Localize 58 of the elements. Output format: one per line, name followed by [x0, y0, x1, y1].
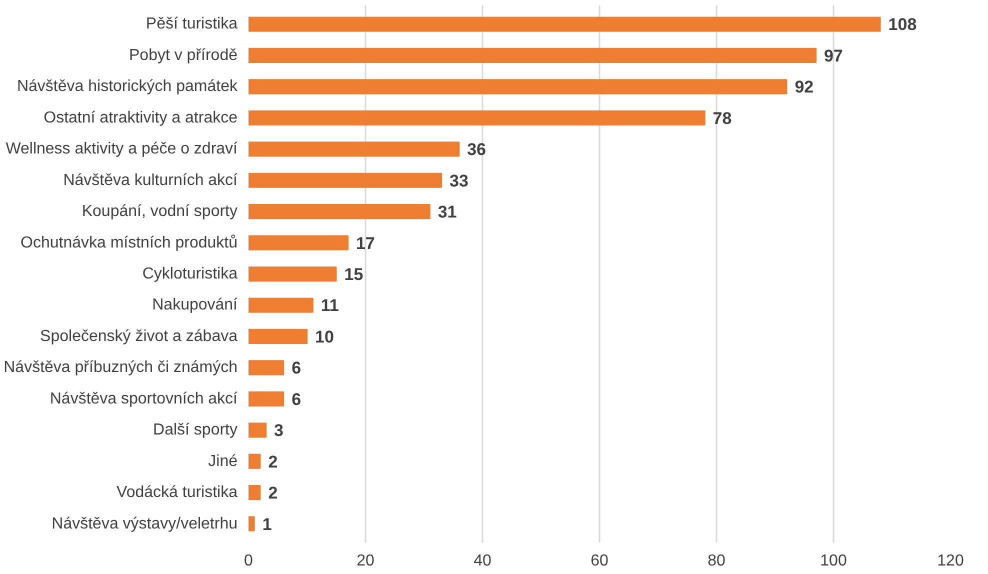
y-tick-label: Cykloturistika: [142, 266, 238, 282]
data-label: 6: [292, 390, 302, 409]
data-label: 6: [292, 358, 302, 378]
y-tick-label: Návštěva příbuzných či známých: [4, 359, 238, 376]
data-label: 108: [888, 15, 917, 34]
data-label: 78: [712, 108, 732, 128]
data-label: 92: [794, 78, 814, 97]
x-tick-label: 20: [356, 552, 374, 570]
y-tick-label: Wellness aktivity a péče o zdraví: [6, 140, 238, 158]
x-tick-label: 40: [474, 552, 492, 570]
y-tick-label: Pobyt v přírodě: [129, 46, 238, 64]
data-label: 15: [344, 265, 364, 284]
data-label: 2: [268, 452, 278, 472]
y-tick-label: Koupání, vodní sporty: [82, 203, 238, 220]
bar: [248, 328, 308, 344]
bar: [248, 204, 430, 220]
x-tick-label: 80: [708, 552, 726, 570]
y-tick-label: Návštěva sportovních akcí: [50, 390, 238, 408]
bar: [248, 266, 337, 282]
bar: [248, 110, 706, 126]
data-label: 17: [356, 234, 375, 253]
y-tick-label: Ochutnávka místních produktů: [20, 234, 238, 252]
x-tick-label: 100: [820, 552, 847, 570]
bar: [248, 142, 460, 157]
y-tick-label: Další sporty: [153, 422, 238, 439]
bar: [248, 422, 267, 438]
bar: [248, 360, 284, 376]
x-tick-label: 60: [590, 552, 608, 570]
bar: [248, 172, 442, 188]
y-tick-label: Návštěva historických památek: [16, 78, 238, 96]
y-tick-label: Jiné: [208, 452, 238, 470]
data-label: 31: [438, 202, 457, 222]
bar: [248, 298, 314, 313]
data-label: 2: [268, 484, 278, 503]
bar: [248, 485, 261, 500]
bar: [248, 516, 255, 532]
x-tick-label: 120: [937, 552, 964, 570]
y-tick-label: Návštěva výstavy/veletrhu: [52, 515, 238, 532]
data-label: 11: [320, 296, 339, 316]
data-label: 10: [315, 327, 334, 346]
x-tick-label: 0: [244, 552, 254, 570]
y-tick-label: Vodácká turistika: [116, 484, 238, 502]
bar: [248, 391, 284, 406]
y-tick-label: Nakupování: [152, 296, 238, 314]
y-tick-label: Pěší turistika: [146, 16, 238, 33]
bar: [248, 235, 348, 250]
data-label: 1: [262, 514, 272, 534]
y-tick-label: Návštěva kulturních akcí: [63, 172, 238, 189]
bar: [248, 454, 261, 469]
data-label: 3: [274, 421, 284, 440]
bar: [248, 16, 881, 32]
y-tick-label: Společenský život a zábava: [40, 328, 238, 345]
bar: [248, 79, 788, 94]
data-label: 97: [824, 46, 843, 66]
bar: [248, 48, 816, 63]
data-label: 33: [450, 171, 468, 190]
y-tick-label: Ostatní atraktivity a atrakce: [44, 109, 238, 126]
data-label: 36: [467, 140, 486, 160]
